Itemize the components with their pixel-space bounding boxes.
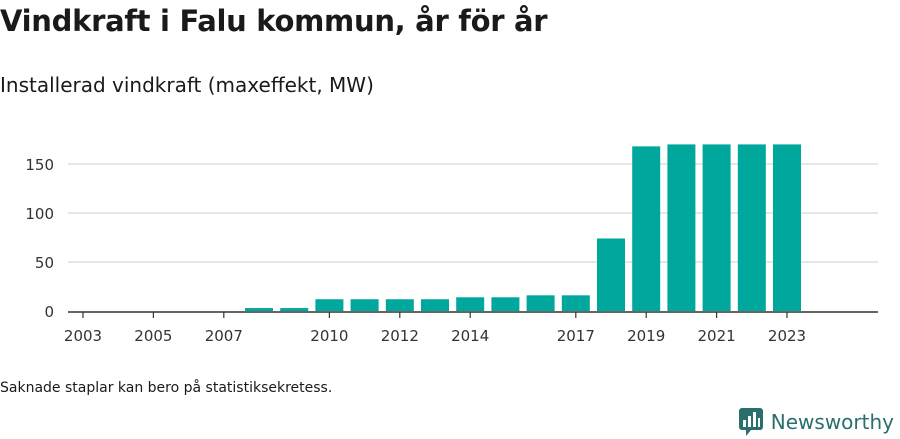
x-tick-label: 2005 [134, 327, 172, 345]
bar [632, 146, 661, 311]
brand-name: Newsworthy [770, 410, 894, 434]
x-tick-label: 2014 [451, 327, 489, 345]
x-tick-label: 2017 [557, 327, 595, 345]
x-tick-label: 2019 [627, 327, 665, 345]
x-tick-label: 2021 [698, 327, 736, 345]
bar [526, 295, 555, 311]
axes [68, 311, 878, 318]
y-tick-label: 50 [35, 254, 54, 272]
y-tick-label: 100 [25, 205, 54, 223]
bar [702, 144, 731, 311]
bar [245, 308, 273, 311]
bar [491, 297, 520, 311]
tick-labels: 0 50 100 150 2003 2005 2007 2010 2012 2014 2017 201… [25, 156, 806, 345]
bar [597, 238, 625, 311]
newsworthy-icon [738, 408, 763, 436]
bar [773, 144, 801, 311]
x-tick-label: 2012 [381, 327, 419, 345]
chart-subtitle: Installerad vindkraft (maxeffekt, MW) [0, 73, 374, 97]
chart-title: Vindkraft i Falu kommun, år för år [0, 4, 548, 38]
x-tick-label: 2007 [205, 327, 243, 345]
x-tick-label: 2010 [310, 327, 348, 345]
y-tick-label: 0 [44, 303, 54, 321]
bar [667, 144, 696, 311]
bars [245, 144, 801, 311]
x-tick-label: 2003 [64, 327, 102, 345]
bar [456, 297, 485, 311]
bar [561, 295, 590, 311]
bar [315, 299, 344, 311]
bar [385, 299, 414, 311]
bar [280, 308, 309, 311]
y-tick-label: 150 [25, 156, 54, 174]
footnote: Saknade staplar kan bero på statistiksek… [0, 380, 333, 396]
bar [737, 144, 766, 311]
bar-chart: 0 50 100 150 2003 2005 2007 2010 2012 2014 2017 201… [25, 144, 878, 345]
bar [350, 299, 379, 311]
bar [421, 299, 449, 311]
x-tick-label: 2023 [768, 327, 806, 345]
brand-logo: Newsworthy [738, 405, 894, 439]
